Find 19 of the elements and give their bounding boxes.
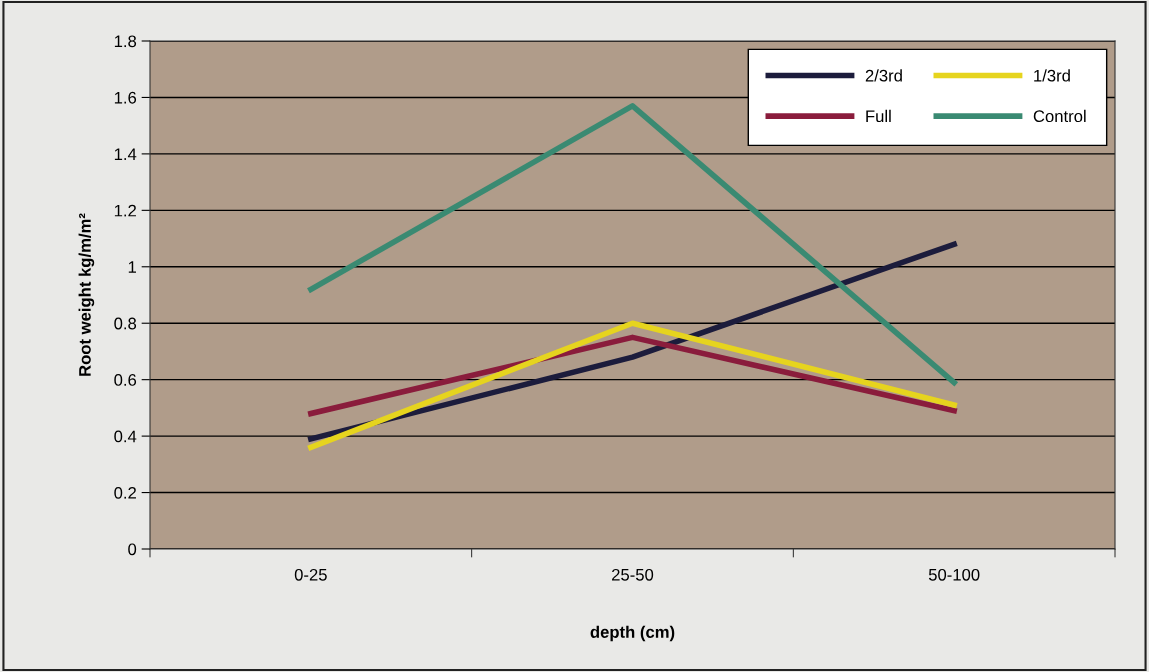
x-tick-label: 50-100 [928,568,980,581]
y-tick-label: 1.8 [114,35,137,48]
y-tick-label: 0.4 [114,430,137,443]
x-axis-title: depth (cm) [590,625,675,642]
y-axis-title: Root weight kg/m/m² [78,213,95,376]
y-tick-label: 1.4 [114,148,137,160]
x-tick-label: 0-25 [294,568,327,581]
y-tick-label: 0.8 [114,317,137,330]
y-tick-label: 1.2 [114,204,136,217]
y-tick-label: 0 [128,543,137,556]
legend-label: Full [866,109,891,123]
legend-label: Control [1033,109,1086,123]
y-tick-label: 0.2 [114,486,136,499]
legend-label: 1/3rd [1034,69,1070,82]
y-tick-label: 1.6 [114,91,137,104]
y-tick-label: 0.6 [114,374,137,386]
x-tick-label: 25-50 [612,568,654,581]
legend-label: 2/3rd [865,69,902,82]
y-tick-label: 1 [128,261,136,273]
